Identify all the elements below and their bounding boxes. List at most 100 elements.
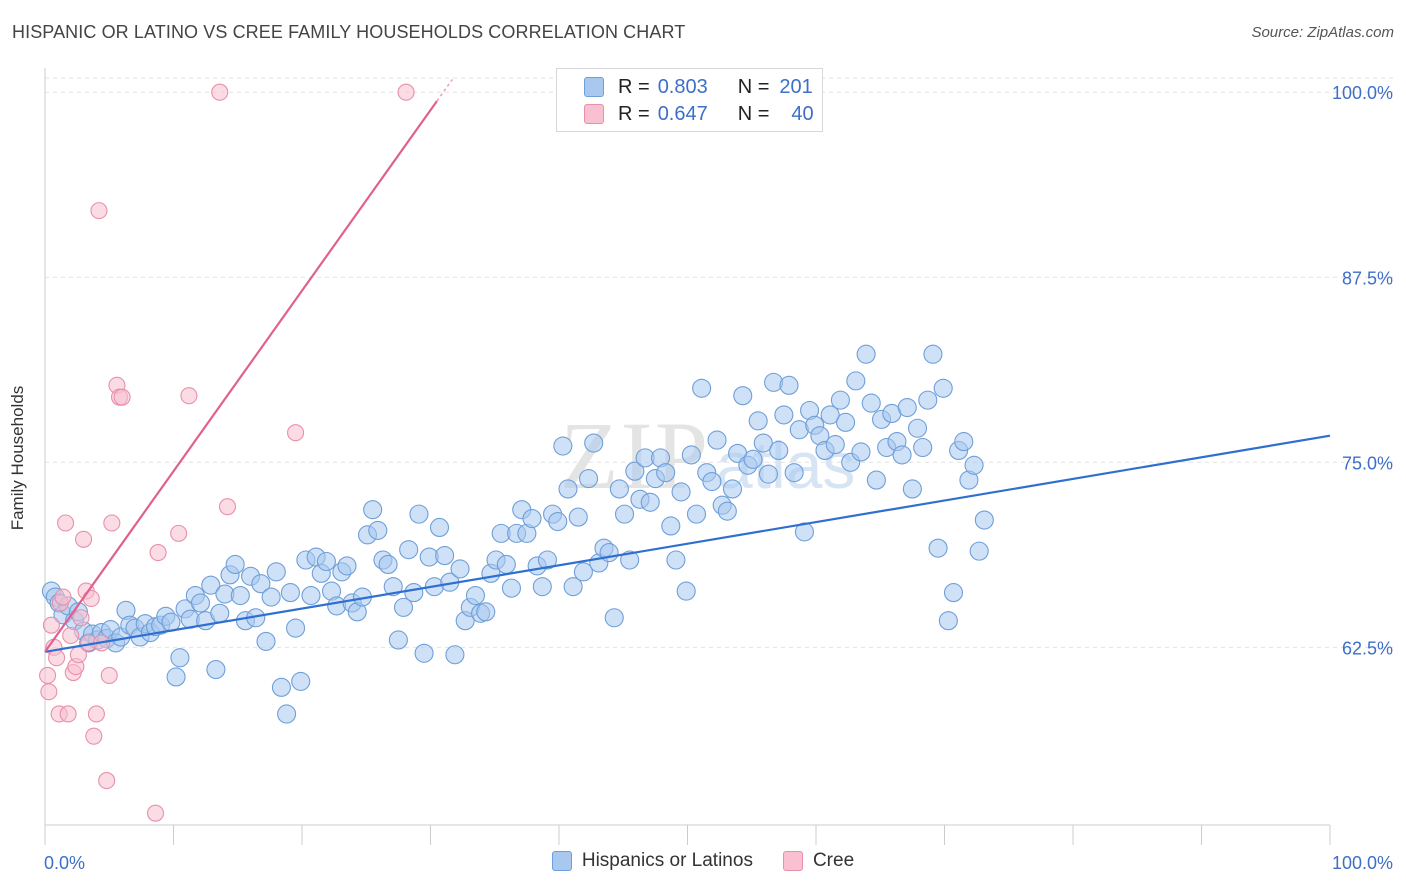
hispanic-point xyxy=(363,500,383,520)
hispanic-point xyxy=(640,492,660,512)
hispanic-point xyxy=(938,611,958,631)
hispanic-point xyxy=(291,671,311,691)
cree-point xyxy=(57,514,75,532)
stats-row-cree: R = 0.647 N = 40 xyxy=(584,102,814,126)
cree-point xyxy=(42,616,60,634)
legend-entry-cree[interactable]: Cree xyxy=(782,850,854,872)
hispanic-point xyxy=(568,507,588,527)
points-layer xyxy=(39,83,994,822)
hispanic-point xyxy=(722,479,743,499)
cree-point xyxy=(397,83,415,101)
stats-swatch-hispanic xyxy=(584,77,604,97)
hispanic-point xyxy=(378,554,398,575)
cree-point xyxy=(85,727,103,745)
hispanic-point xyxy=(753,433,773,453)
hispanic-point xyxy=(429,517,450,537)
hispanic-point xyxy=(327,596,347,616)
cree-point xyxy=(39,666,57,685)
n-value: 201 xyxy=(779,75,813,98)
hispanic-point xyxy=(388,630,408,650)
cree-trendline-extension xyxy=(436,78,453,102)
hispanic-point xyxy=(656,463,676,483)
hispanic-point xyxy=(548,511,568,532)
hispanic-point xyxy=(445,645,465,665)
hispanic-point xyxy=(969,541,989,561)
hispanic-point xyxy=(861,393,881,413)
cree-point xyxy=(149,544,167,562)
hispanic-point xyxy=(686,504,707,524)
hispanic-point xyxy=(620,550,640,570)
legend-swatch-hispanic xyxy=(551,851,572,871)
stats-row-hispanic: R = 0.803 N = 201 xyxy=(584,75,813,99)
hispanic-point xyxy=(625,461,645,481)
hispanic-point xyxy=(496,554,516,575)
cree-point xyxy=(170,524,188,542)
hispanic-point xyxy=(907,418,928,438)
hispanic-point xyxy=(476,602,496,622)
hispanic-point xyxy=(604,608,624,628)
hispanic-point xyxy=(271,677,291,697)
hispanic-point xyxy=(573,562,593,582)
legend-label-hispanic: Hispanics or Latinos xyxy=(581,850,753,871)
hispanic-point xyxy=(383,577,403,597)
hispanic-point xyxy=(769,440,789,461)
cree-point xyxy=(113,388,131,406)
hispanic-point xyxy=(692,378,712,398)
hispanic-point xyxy=(923,344,943,364)
cree-point xyxy=(287,424,305,442)
cree-point xyxy=(87,705,105,723)
hispanic-point xyxy=(964,455,984,475)
hispanic-point xyxy=(190,593,211,613)
hispanic-point xyxy=(717,501,737,521)
hispanic-point xyxy=(661,516,681,536)
hispanic-point xyxy=(913,437,933,458)
hispanic-point xyxy=(286,618,306,638)
hispanic-point xyxy=(902,479,922,499)
hispanic-point xyxy=(743,449,763,469)
hispanic-point xyxy=(256,631,276,651)
n-value: 40 xyxy=(791,102,814,125)
hispanic-point xyxy=(681,445,701,465)
hispanic-point xyxy=(974,510,994,530)
hispanic-point xyxy=(225,554,245,575)
grid-layer xyxy=(45,77,1395,648)
cree-point xyxy=(75,530,93,548)
cree-point xyxy=(218,498,237,516)
hispanic-point xyxy=(537,550,557,570)
cree-point xyxy=(48,649,66,667)
hispanic-point xyxy=(748,411,768,431)
hispanic-point xyxy=(779,375,799,395)
hispanic-point xyxy=(393,597,414,617)
hispanic-point xyxy=(794,522,814,542)
hispanic-point xyxy=(774,405,794,425)
hispanic-point xyxy=(702,471,722,492)
hispanic-point xyxy=(201,575,221,595)
tick-label-layer: 62.5% 75.0% 87.5% 100.0% 0.0% 100.0% xyxy=(44,83,1393,873)
hispanic-point xyxy=(892,445,912,465)
hispanic-point xyxy=(866,470,886,490)
r-value: 0.647 xyxy=(657,102,708,125)
hispanic-point xyxy=(609,479,629,499)
hispanic-point xyxy=(764,372,784,392)
hispanic-point xyxy=(784,463,804,483)
hispanic-point xyxy=(558,479,578,499)
hispanic-point xyxy=(825,434,845,455)
cree-trendline xyxy=(44,100,438,653)
hispanic-point xyxy=(414,643,434,663)
cree-point xyxy=(59,705,77,723)
hispanic-point xyxy=(707,430,727,450)
hispanic-point xyxy=(943,583,964,603)
hispanic-point xyxy=(435,546,455,566)
hispanic-point xyxy=(522,509,542,529)
hispanic-point xyxy=(820,405,840,425)
hispanic-point xyxy=(954,432,974,452)
legend-entry-hispanic[interactable]: Hispanics or Latinos xyxy=(551,850,753,872)
hispanic-point xyxy=(666,550,686,570)
y-tick-label: 75.0% xyxy=(1342,453,1393,473)
y-axis-title: Family Households xyxy=(8,385,27,531)
cree-point xyxy=(54,588,72,606)
hispanic-point xyxy=(450,559,470,579)
hispanic-point xyxy=(251,574,271,594)
stats-legend: R = 0.803 N = 201 R = 0.647 N = 40 xyxy=(556,68,823,132)
hispanic-point xyxy=(532,577,552,597)
